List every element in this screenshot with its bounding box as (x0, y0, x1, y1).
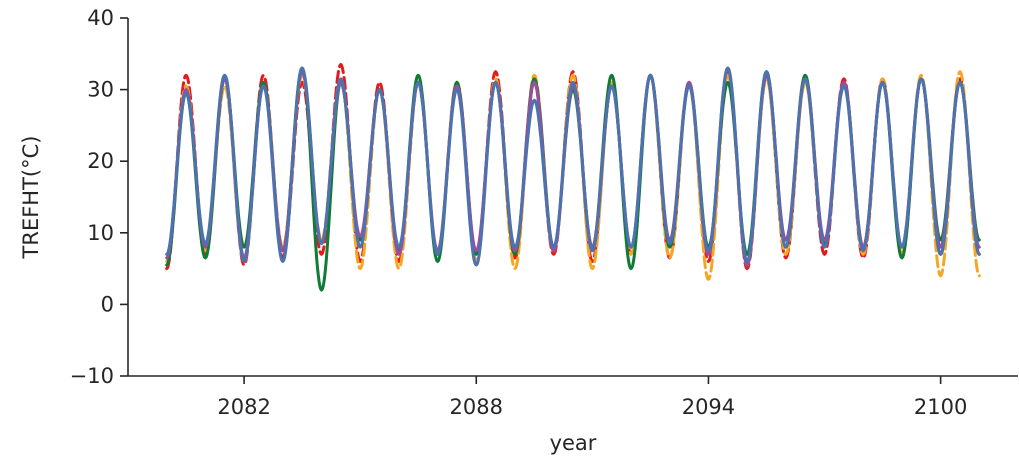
x-ticks: 2082 2088 2094 2100 (217, 376, 967, 419)
series-line (165, 70, 981, 281)
y-tick-label: 0 (101, 292, 114, 316)
series-line (165, 66, 981, 292)
x-tick-label: 2088 (450, 395, 503, 419)
y-tick-label: 20 (87, 149, 114, 173)
x-tick-label: 2082 (217, 395, 270, 419)
y-tick-label: 30 (87, 78, 114, 102)
series-line (165, 66, 981, 267)
series-line (165, 66, 981, 267)
series-layer (165, 63, 981, 292)
x-tick-label: 2094 (682, 395, 735, 419)
y-tick-label: 40 (87, 6, 114, 30)
axes-layer: −10 0 10 20 30 40 2082 2088 2094 2100 (70, 6, 1018, 419)
y-axis-label: TREFHT(°C) (19, 136, 43, 260)
x-tick-label: 2100 (914, 395, 967, 419)
y-tick-label: 10 (87, 221, 114, 245)
series-line (165, 63, 981, 271)
y-ticks: −10 0 10 20 30 40 (70, 6, 128, 388)
x-axis-label: year (550, 431, 597, 455)
y-tick-label: −10 (70, 364, 114, 388)
